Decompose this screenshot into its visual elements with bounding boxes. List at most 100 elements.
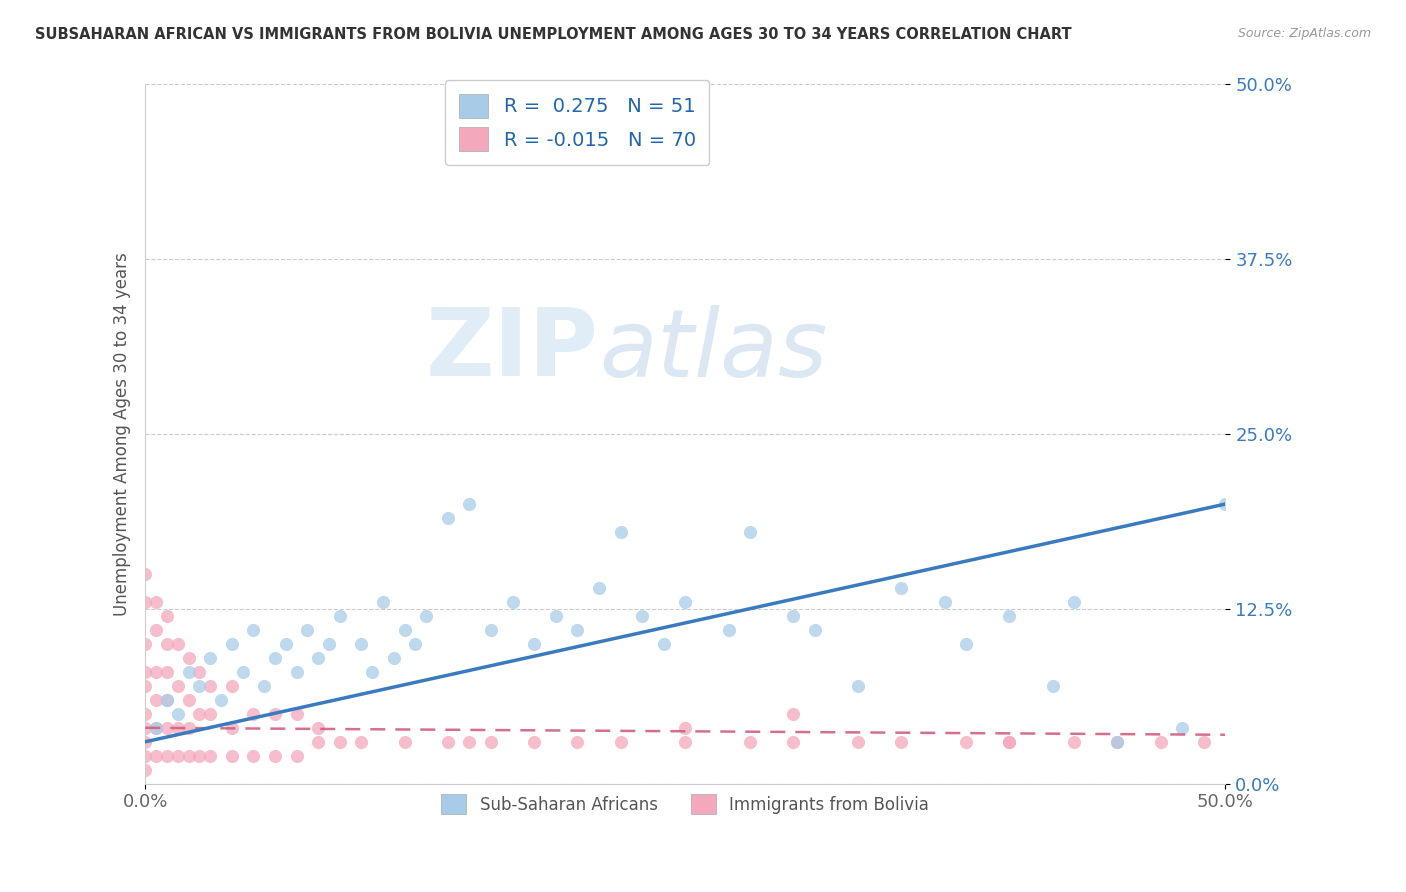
Point	[221, 748, 243, 763]
Point	[307, 651, 329, 665]
Point	[145, 721, 167, 735]
Point	[1171, 721, 1194, 735]
Point	[890, 735, 912, 749]
Point	[145, 665, 167, 679]
Point	[804, 623, 827, 637]
Point	[274, 637, 297, 651]
Point	[221, 721, 243, 735]
Text: ZIP: ZIP	[426, 304, 599, 396]
Point	[1192, 735, 1215, 749]
Point	[221, 679, 243, 693]
Point	[134, 706, 156, 721]
Point	[458, 497, 481, 511]
Point	[198, 748, 221, 763]
Point	[166, 748, 188, 763]
Point	[134, 763, 156, 777]
Point	[318, 637, 340, 651]
Point	[188, 665, 211, 679]
Point	[242, 623, 264, 637]
Point	[350, 637, 373, 651]
Point	[955, 637, 977, 651]
Point	[934, 595, 956, 609]
Point	[782, 608, 804, 623]
Point	[134, 637, 156, 651]
Point	[242, 748, 264, 763]
Point	[523, 637, 546, 651]
Point	[145, 693, 167, 707]
Point	[188, 679, 211, 693]
Point	[567, 735, 589, 749]
Point	[415, 608, 437, 623]
Point	[166, 721, 188, 735]
Point	[198, 651, 221, 665]
Point	[740, 735, 762, 749]
Point	[479, 623, 502, 637]
Point	[567, 623, 589, 637]
Point	[264, 651, 287, 665]
Point	[156, 608, 179, 623]
Point	[740, 524, 762, 539]
Point	[846, 679, 869, 693]
Point	[846, 735, 869, 749]
Point	[188, 706, 211, 721]
Point	[998, 735, 1021, 749]
Point	[1150, 735, 1173, 749]
Point	[673, 721, 696, 735]
Point	[221, 637, 243, 651]
Text: SUBSAHARAN AFRICAN VS IMMIGRANTS FROM BOLIVIA UNEMPLOYMENT AMONG AGES 30 TO 34 Y: SUBSAHARAN AFRICAN VS IMMIGRANTS FROM BO…	[35, 27, 1071, 42]
Point	[1107, 735, 1129, 749]
Point	[998, 608, 1021, 623]
Point	[242, 706, 264, 721]
Point	[145, 721, 167, 735]
Point	[307, 721, 329, 735]
Point	[156, 637, 179, 651]
Point	[264, 748, 287, 763]
Point	[177, 748, 200, 763]
Point	[436, 511, 458, 525]
Point	[307, 735, 329, 749]
Point	[329, 608, 352, 623]
Point	[394, 623, 416, 637]
Point	[145, 595, 167, 609]
Point	[166, 706, 188, 721]
Point	[198, 706, 221, 721]
Point	[253, 679, 276, 693]
Point	[1107, 735, 1129, 749]
Point	[134, 566, 156, 581]
Point	[209, 693, 232, 707]
Point	[1063, 735, 1085, 749]
Point	[382, 651, 405, 665]
Point	[782, 706, 804, 721]
Point	[458, 735, 481, 749]
Point	[156, 748, 179, 763]
Point	[134, 665, 156, 679]
Point	[609, 735, 631, 749]
Point	[955, 735, 977, 749]
Point	[177, 693, 200, 707]
Point	[329, 735, 352, 749]
Point	[285, 748, 308, 763]
Point	[523, 735, 546, 749]
Point	[166, 679, 188, 693]
Point	[177, 665, 200, 679]
Text: Source: ZipAtlas.com: Source: ZipAtlas.com	[1237, 27, 1371, 40]
Point	[1042, 679, 1064, 693]
Point	[673, 735, 696, 749]
Y-axis label: Unemployment Among Ages 30 to 34 years: Unemployment Among Ages 30 to 34 years	[114, 252, 131, 616]
Point	[371, 595, 394, 609]
Point	[156, 693, 179, 707]
Point	[188, 748, 211, 763]
Point	[1215, 497, 1237, 511]
Point	[350, 735, 373, 749]
Point	[285, 665, 308, 679]
Point	[297, 623, 319, 637]
Point	[652, 637, 675, 651]
Point	[998, 735, 1021, 749]
Point	[134, 595, 156, 609]
Point	[156, 693, 179, 707]
Point	[782, 735, 804, 749]
Point	[134, 735, 156, 749]
Point	[231, 665, 253, 679]
Text: atlas: atlas	[599, 305, 827, 396]
Point	[177, 721, 200, 735]
